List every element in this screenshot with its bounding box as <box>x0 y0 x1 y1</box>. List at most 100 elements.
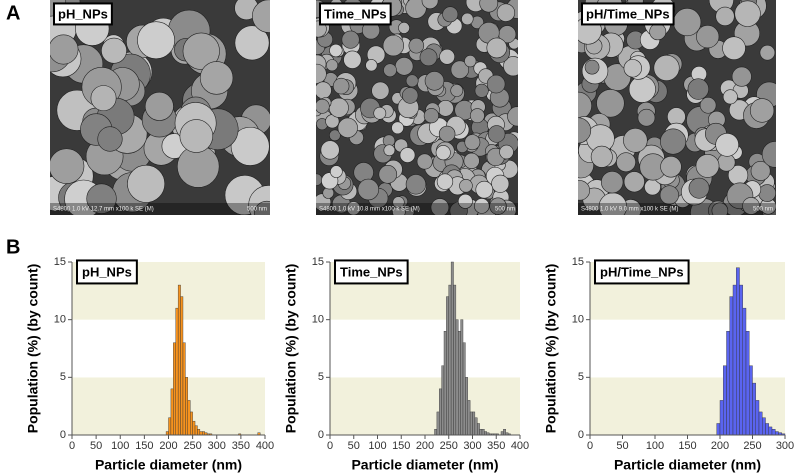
sem-image: S4800 1.0 kV 12.7 mm x100 k SE (M) 500 nm… <box>50 0 270 215</box>
x-tick-label: 300 <box>208 440 226 452</box>
particle <box>365 59 378 72</box>
particle <box>450 84 464 97</box>
bar <box>716 423 721 436</box>
particle <box>673 8 702 37</box>
particle <box>373 106 387 120</box>
y-tick-label: 15 <box>54 256 66 268</box>
sem-info: S4800 1.0 kV 10.8 mm x100 k SE (M) <box>319 207 420 213</box>
bar <box>175 307 179 436</box>
bar <box>168 417 172 436</box>
bar <box>474 417 478 436</box>
particle <box>330 165 343 178</box>
particle <box>659 185 679 205</box>
particle <box>623 59 642 78</box>
particle <box>137 21 175 60</box>
x-tick-label: 250 <box>743 440 761 452</box>
band <box>330 377 520 435</box>
particle <box>437 100 454 117</box>
particle <box>436 173 454 190</box>
particle <box>722 36 746 60</box>
bar <box>448 284 452 436</box>
y-tick-label: 5 <box>60 371 66 383</box>
particle <box>459 178 473 193</box>
x-tick-label: 300 <box>776 440 794 452</box>
particle <box>416 153 433 170</box>
x-tick-label: 150 <box>678 440 696 452</box>
particle <box>90 85 117 112</box>
particle <box>450 60 470 79</box>
particle <box>326 59 339 72</box>
y-tick-label: 15 <box>572 256 584 268</box>
particle <box>734 0 761 27</box>
particle <box>320 140 340 160</box>
bar <box>443 331 447 436</box>
particle <box>496 3 516 22</box>
bar <box>479 429 483 436</box>
particle <box>144 91 174 121</box>
particle <box>391 121 404 135</box>
label-box <box>319 2 392 26</box>
particle <box>758 184 776 202</box>
title-box <box>76 259 138 285</box>
x-axis-label: Particle diameter (nm) <box>95 457 242 473</box>
particle <box>699 96 717 114</box>
particle <box>419 48 438 67</box>
panel-label: B <box>6 236 20 258</box>
particle <box>383 63 397 78</box>
x-tick-label: 300 <box>463 440 481 452</box>
particle <box>474 83 489 98</box>
bar <box>170 388 174 436</box>
bar <box>182 342 186 436</box>
y-tick-label: 10 <box>312 314 324 326</box>
bar <box>752 382 756 436</box>
particle <box>601 170 624 194</box>
sem-scale: 500 nm <box>247 207 267 213</box>
x-tick-label: 350 <box>487 440 505 452</box>
band <box>72 319 265 378</box>
bar <box>771 429 776 436</box>
particle <box>328 97 349 118</box>
particle <box>637 108 656 127</box>
bar <box>500 431 504 436</box>
x-tick-label: 200 <box>416 440 434 452</box>
particle <box>316 173 323 186</box>
particle <box>357 178 380 201</box>
bar <box>434 429 438 436</box>
info-bar <box>316 203 518 215</box>
particle <box>423 108 439 124</box>
x-tick-label: 250 <box>440 440 458 452</box>
particle <box>464 134 481 151</box>
image-label: pH_NPs <box>58 6 108 21</box>
particle <box>442 6 459 23</box>
particle <box>329 43 343 58</box>
x-tick-label: 400 <box>511 440 529 452</box>
particle <box>337 117 358 138</box>
band <box>590 319 785 378</box>
bar <box>739 284 743 436</box>
bar <box>441 365 445 436</box>
bar <box>185 377 188 436</box>
bar <box>481 429 485 436</box>
bar <box>199 431 203 436</box>
particle <box>750 161 771 181</box>
bar <box>460 319 464 436</box>
bar <box>484 431 487 436</box>
bar <box>455 319 459 436</box>
y-tick-label: 15 <box>312 256 324 268</box>
particle <box>584 59 600 75</box>
bar <box>742 307 747 436</box>
particle <box>50 34 79 65</box>
y-axis-label: Population (%) (by count) <box>283 264 299 434</box>
x-tick-label: 400 <box>256 440 274 452</box>
particle <box>371 81 390 100</box>
particle <box>489 197 507 215</box>
particle <box>343 50 362 69</box>
particle <box>421 0 439 10</box>
particle <box>316 98 330 114</box>
particle <box>332 77 350 95</box>
bar <box>197 429 201 436</box>
particle <box>86 183 117 214</box>
bar <box>202 431 205 436</box>
sem-image: S4800 1.0 kV 9.0 mm x100 k SE (M) 500 nm p… <box>578 0 776 215</box>
particle <box>430 198 450 215</box>
